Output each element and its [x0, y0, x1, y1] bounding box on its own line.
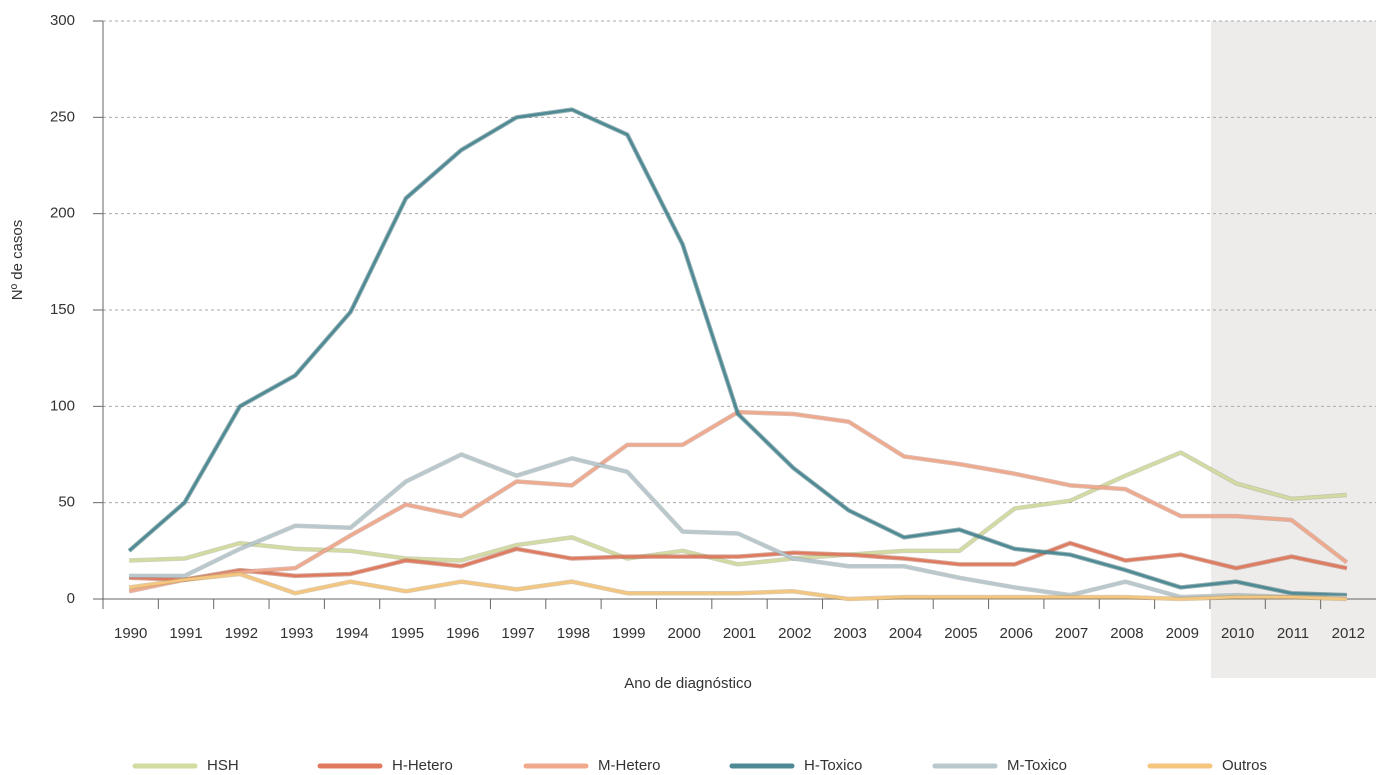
legend-label: H-Toxico — [804, 757, 862, 774]
x-tick-label: 2000 — [667, 625, 700, 642]
y-tick-label: 0 — [67, 590, 75, 607]
series-line — [129, 572, 1347, 601]
y-axis-label: Nº de casos — [9, 220, 26, 301]
x-tick-label: 2004 — [889, 625, 922, 642]
legend-label: HSH — [207, 757, 239, 774]
x-tick-label: 2007 — [1055, 625, 1088, 642]
x-tick-label: 2006 — [1000, 625, 1033, 642]
x-tick-label: 1996 — [446, 625, 479, 642]
x-tick-label: 2009 — [1166, 625, 1199, 642]
x-tick-label: 1999 — [612, 625, 645, 642]
legend-label: Outros — [1222, 757, 1267, 774]
x-tick-label: 2005 — [944, 625, 977, 642]
legend-label: M-Hetero — [598, 757, 661, 774]
x-tick-label: 1993 — [280, 625, 313, 642]
series-line — [129, 451, 1347, 566]
x-tick-label: 2011 — [1277, 625, 1309, 642]
legend-label: H-Hetero — [392, 757, 453, 774]
series-line — [129, 453, 1347, 599]
x-tick-label: 2012 — [1332, 625, 1365, 642]
x-tick-label: 1991 — [169, 625, 202, 642]
y-tick-label: 200 — [50, 205, 75, 222]
series-line-outline — [127, 107, 1347, 598]
x-tick-label: 2001 — [723, 625, 756, 642]
y-tick-label: 250 — [50, 108, 75, 125]
x-tick-label: 2003 — [834, 625, 867, 642]
x-axis-label: Ano de diagnóstico — [624, 675, 752, 692]
x-tick-label: 2002 — [778, 625, 811, 642]
legend-label: M-Toxico — [1007, 757, 1067, 774]
y-tick-label: 50 — [58, 494, 75, 511]
x-tick-label: 1994 — [335, 625, 368, 642]
x-tick-label: 1997 — [501, 625, 534, 642]
x-tick-label: 1995 — [391, 625, 424, 642]
x-tick-label: 1998 — [557, 625, 590, 642]
y-tick-label: 100 — [50, 397, 75, 414]
series-line — [129, 541, 1348, 581]
x-tick-label: 2008 — [1110, 625, 1143, 642]
y-tick-label: 300 — [50, 12, 75, 29]
series-line-outline — [128, 571, 1347, 602]
y-tick-label: 150 — [50, 301, 75, 318]
x-tick-label: 2010 — [1221, 625, 1254, 642]
x-tick-label: 1990 — [114, 625, 147, 642]
x-tick-label: 1992 — [225, 625, 258, 642]
series-line — [128, 108, 1347, 597]
